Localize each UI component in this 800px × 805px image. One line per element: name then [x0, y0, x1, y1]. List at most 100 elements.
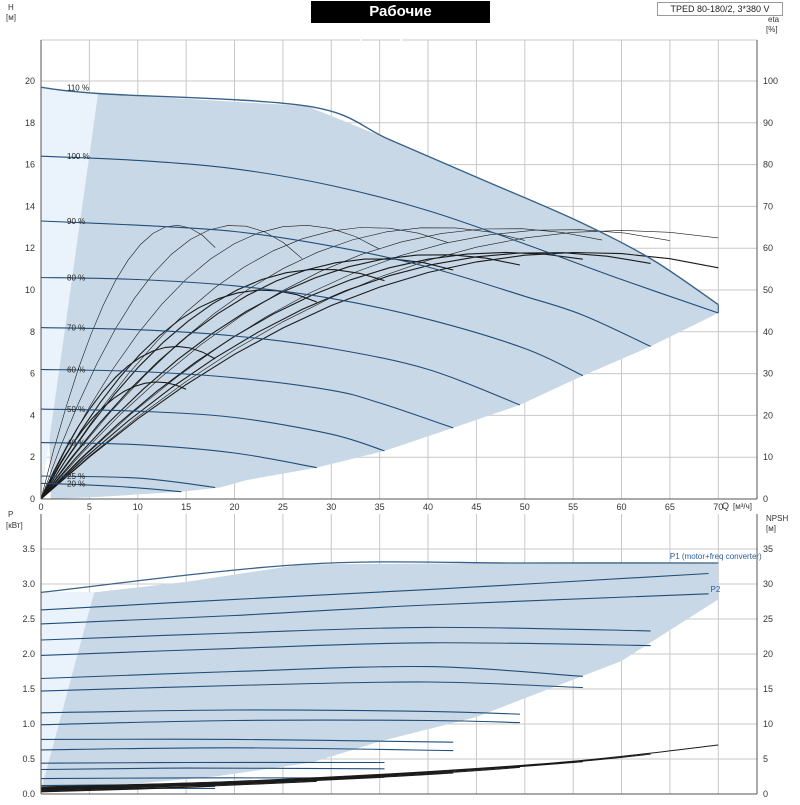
power-curve — [40, 665, 583, 680]
npsh-tick-label: 30 — [763, 579, 773, 589]
p-tick-label: 2.0 — [22, 649, 35, 659]
speed-curve — [40, 86, 719, 306]
p-tick-label: 0.0 — [22, 789, 35, 799]
eta-curve — [40, 224, 380, 500]
eta-curve — [40, 251, 719, 500]
npsh-tick-label: 35 — [763, 544, 773, 554]
power-curve — [40, 719, 520, 726]
p-tick-label: 0.5 — [22, 754, 35, 764]
speed-curve — [40, 327, 521, 406]
speed-curve — [40, 408, 385, 452]
speed-curve-label: 100 % — [67, 152, 90, 161]
power-curve — [40, 777, 317, 780]
eta-tick-label: 10 — [763, 452, 773, 462]
x-tick-label: 55 — [568, 502, 578, 512]
speed-curve-label: 80 % — [67, 273, 85, 282]
h-tick-label: 6 — [30, 369, 35, 379]
speed-curve-label: 25 % — [67, 472, 85, 481]
speed-curve — [40, 368, 454, 429]
h-tick-label: 10 — [25, 285, 35, 295]
h-axis-unit: [м] — [6, 13, 16, 22]
power-curve — [40, 738, 454, 743]
legend-p1: P1 (motor+freq converter) — [670, 552, 762, 561]
power-curve — [40, 572, 709, 611]
speed-curve-label: 40 % — [67, 439, 85, 448]
power-curve — [40, 561, 719, 594]
npsh-tick-label: 20 — [763, 649, 773, 659]
speed-curve-label: 60 % — [67, 365, 85, 374]
npsh-curve — [40, 776, 385, 791]
power-curve — [40, 761, 385, 764]
npsh-tick-label: 15 — [763, 684, 773, 694]
head-low-speed-region — [41, 87, 99, 500]
h-tick-label: 16 — [25, 160, 35, 170]
npsh-tick-label: 0 — [763, 789, 768, 799]
power-envelope — [41, 563, 719, 791]
speed-curve — [40, 482, 182, 493]
eta-tick-label: 30 — [763, 369, 773, 379]
speed-curve-label: 70 % — [67, 324, 85, 333]
power-curve — [40, 709, 520, 715]
power-curve — [40, 642, 651, 656]
npsh-axis-label: NPSH — [766, 514, 788, 523]
x-tick-label: 30 — [326, 502, 336, 512]
eta-axis-unit: [%] — [766, 25, 778, 34]
x-tick-label: 20 — [230, 502, 240, 512]
speed-curve — [40, 155, 719, 314]
npsh-tick-label: 5 — [763, 754, 768, 764]
x-tick-label: 50 — [520, 502, 530, 512]
eta-curve — [40, 268, 385, 500]
h-tick-label: 18 — [25, 118, 35, 128]
eta-curve — [40, 225, 303, 500]
h-tick-label: 20 — [25, 76, 35, 86]
speed-curve — [40, 475, 216, 489]
npsh-curve — [40, 744, 719, 788]
x-tick-label: 15 — [181, 502, 191, 512]
npsh-tick-label: 10 — [763, 719, 773, 729]
power-curve — [40, 593, 709, 625]
h-tick-label: 8 — [30, 327, 35, 337]
eta-tick-label: 0 — [763, 494, 768, 504]
p-axis-unit: [кВт] — [6, 521, 23, 530]
npsh-tick-label: 25 — [763, 614, 773, 624]
eta-tick-label: 50 — [763, 285, 773, 295]
h-tick-label: 4 — [30, 410, 35, 420]
x-tick-label: 65 — [665, 502, 675, 512]
eta-curve — [40, 227, 525, 500]
pump-model-label: TPED 80-180/2, 3*380 V — [657, 2, 783, 16]
speed-curve-label: 110 % — [67, 83, 89, 92]
p-axis-label: P — [8, 510, 13, 519]
p-tick-label: 1.0 — [22, 719, 35, 729]
eta-curve — [40, 227, 448, 500]
chart-title: Рабочие характеристики — [311, 1, 490, 42]
p-tick-label: 3.0 — [22, 579, 35, 589]
x-tick-label: 70 — [713, 502, 723, 512]
eta-tick-label: 20 — [763, 410, 773, 420]
h-tick-label: 12 — [25, 243, 35, 253]
h-tick-label: 2 — [30, 452, 35, 462]
q-axis-unit: [м³/ч] — [733, 502, 752, 511]
eta-tick-label: 40 — [763, 327, 773, 337]
eta-curve — [40, 228, 603, 500]
p-tick-label: 2.5 — [22, 614, 35, 624]
x-tick-label: 35 — [375, 502, 385, 512]
eta-curve — [40, 345, 216, 500]
power-curve — [40, 767, 385, 771]
speed-curve-label: 50 % — [67, 405, 85, 414]
x-tick-label: 45 — [471, 502, 481, 512]
eta-curve — [40, 289, 317, 500]
eta-curve — [40, 229, 670, 500]
eta-tick-label: 80 — [763, 160, 773, 170]
x-tick-label: 25 — [278, 502, 288, 512]
speed-curve — [40, 220, 651, 347]
eta-tick-label: 60 — [763, 243, 773, 253]
eta-axis-label: eta — [768, 15, 780, 24]
eta-curve — [40, 224, 216, 500]
npsh-curve — [40, 761, 583, 789]
h-tick-label: 14 — [25, 201, 35, 211]
speed-curve — [40, 442, 317, 469]
power-curve — [40, 626, 651, 641]
q-axis-label: Q — [722, 501, 729, 511]
npsh-curve — [40, 753, 651, 789]
